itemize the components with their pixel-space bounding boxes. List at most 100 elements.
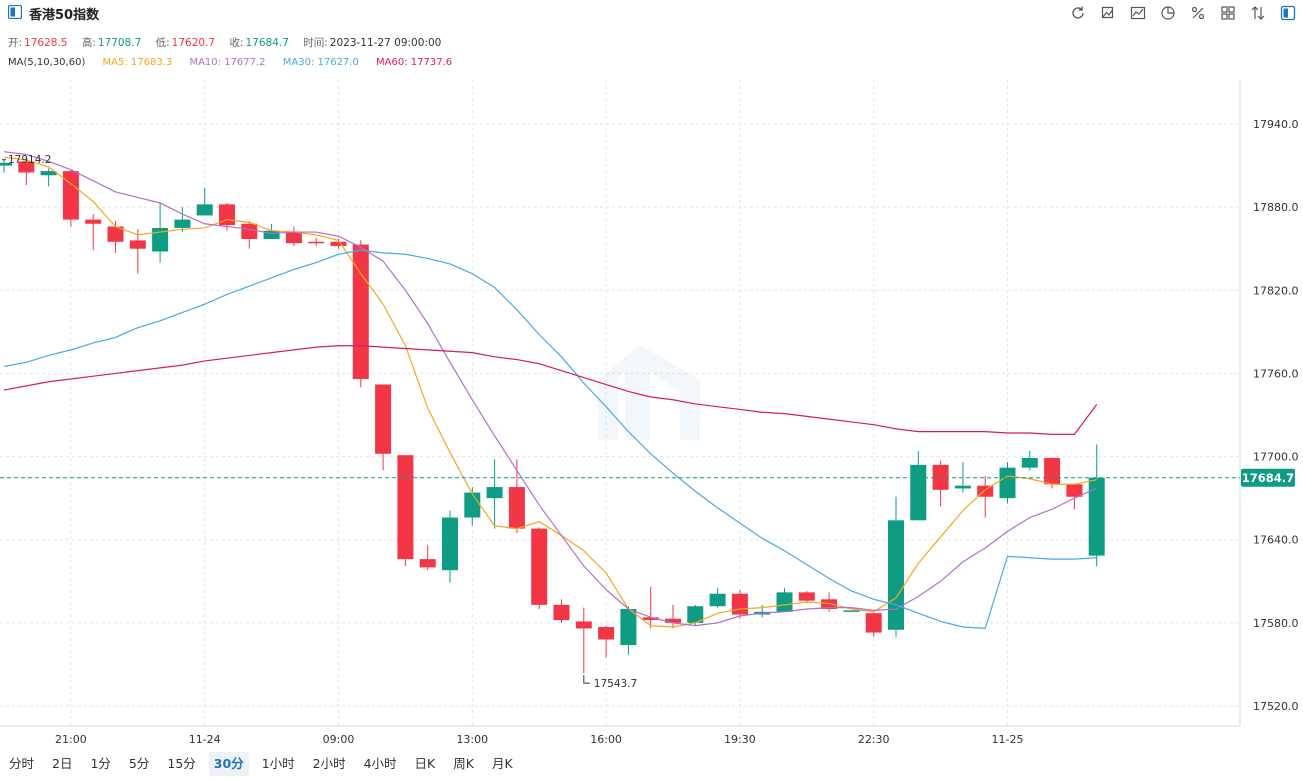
low-annotation: 17543.7 bbox=[594, 678, 637, 690]
y-tick-label-2: 17640.0 bbox=[1253, 534, 1299, 547]
candle-body-33 bbox=[731, 593, 748, 615]
ma10-legend: MA10: 17677.2 bbox=[189, 57, 266, 68]
y-tick-label-0: 17520.0 bbox=[1253, 700, 1299, 713]
candle-body-48 bbox=[1066, 484, 1083, 497]
candle-body-28 bbox=[620, 609, 637, 646]
candle-body-30 bbox=[665, 618, 681, 623]
candle-body-36 bbox=[798, 592, 815, 601]
x-tick-label-3: 13:00 bbox=[456, 733, 488, 746]
ma5-legend: MA5: 17683.3 bbox=[102, 57, 173, 68]
candle-body-17 bbox=[375, 384, 392, 454]
candle-body-20 bbox=[442, 517, 458, 571]
period-bar: 分时 2日 1分 5分 15分 30分 1小时 2小时 4小时 日K 周K 月K bbox=[0, 752, 522, 780]
candle-body-43 bbox=[954, 485, 971, 489]
close-label: 收: bbox=[229, 37, 244, 49]
axes-layer: 17520.0 17580.0 17640.0 17700.0 17760.0 17820… bbox=[0, 80, 1299, 746]
pie-icon[interactable] bbox=[1153, 3, 1183, 23]
candle-body-35 bbox=[776, 592, 793, 612]
candle-body-40 bbox=[888, 520, 904, 630]
candle-body-11 bbox=[241, 223, 258, 240]
high-annotation: 17914.2 bbox=[8, 154, 51, 166]
period-tab-11[interactable]: 月K bbox=[491, 756, 513, 771]
candle-body-9 bbox=[196, 204, 213, 216]
ma-line-ma10 bbox=[3, 151, 1097, 627]
x-tick-label-2: 09:00 bbox=[323, 733, 355, 746]
ma-lines-layer bbox=[3, 151, 1098, 630]
candle-body-2 bbox=[40, 171, 57, 176]
candle-body-32 bbox=[709, 593, 726, 607]
candle-body-8 bbox=[174, 219, 191, 228]
candle-body-21 bbox=[464, 492, 481, 518]
period-tab-7[interactable]: 2小时 bbox=[312, 756, 346, 771]
y-tick-label-3: 17700.0 bbox=[1253, 451, 1299, 464]
ma-line-ma60 bbox=[3, 345, 1098, 435]
refresh-icon[interactable] bbox=[1063, 3, 1093, 23]
candle-body-47 bbox=[1044, 457, 1061, 485]
candle-body-46 bbox=[1021, 457, 1038, 468]
candle-body-0 bbox=[0, 162, 12, 166]
period-tab-0[interactable]: 分时 bbox=[9, 756, 35, 771]
draw-icon[interactable] bbox=[1093, 3, 1123, 23]
candle-body-25 bbox=[553, 604, 570, 621]
candle-body-41 bbox=[910, 464, 927, 521]
period-tab-6[interactable]: 1小时 bbox=[261, 756, 295, 771]
y-tick-label-5: 17820.0 bbox=[1253, 284, 1299, 297]
time-label: 时间: bbox=[303, 37, 328, 49]
period-tab-2[interactable]: 1分 bbox=[90, 756, 111, 771]
grid-lines bbox=[0, 80, 1240, 726]
period-tab-3[interactable]: 5分 bbox=[128, 756, 150, 771]
x-tick-label-1: 11-24 bbox=[189, 733, 221, 746]
candle-body-3 bbox=[62, 171, 79, 220]
y-tick-label-6: 17880.0 bbox=[1253, 201, 1299, 214]
candlestick-chart[interactable]: 17520.0 17580.0 17640.0 17700.0 17760.0 17820… bbox=[0, 70, 1303, 752]
candle-body-39 bbox=[865, 613, 882, 633]
percent-icon[interactable] bbox=[1183, 3, 1213, 23]
last-price-label: 17684.7 bbox=[1242, 471, 1294, 485]
toolbar bbox=[1063, 3, 1303, 23]
candle-body-18 bbox=[397, 455, 414, 560]
candle-body-31 bbox=[687, 606, 704, 623]
watermark-logo bbox=[598, 345, 700, 440]
candle-body-24 bbox=[531, 528, 548, 605]
close-value: 17684.7 bbox=[245, 37, 289, 49]
candle-body-27 bbox=[598, 627, 615, 640]
candle-body-12 bbox=[263, 230, 280, 240]
low-annotation-line bbox=[583, 675, 590, 684]
candle-body-13 bbox=[285, 232, 302, 244]
candle-body-5 bbox=[107, 226, 124, 242]
top-bar: 香港50指数 bbox=[0, 0, 1303, 26]
grid-icon[interactable] bbox=[1213, 3, 1243, 23]
candle-body-49 bbox=[1088, 477, 1105, 556]
logo-icon bbox=[8, 5, 22, 19]
x-tick-label-7: 11-25 bbox=[992, 733, 1024, 746]
candle-body-19 bbox=[419, 559, 436, 568]
candle-body-15 bbox=[330, 241, 347, 246]
period-tab-5[interactable]: 30分 bbox=[208, 752, 249, 776]
page-title: 香港50指数 bbox=[29, 8, 100, 23]
chart-style-icon[interactable] bbox=[1123, 3, 1153, 23]
x-tick-label-0: 21:00 bbox=[55, 733, 87, 746]
candle-body-37 bbox=[821, 599, 838, 609]
x-tick-label-4: 16:00 bbox=[590, 733, 622, 746]
open-label: 开: bbox=[8, 37, 23, 49]
period-tab-9[interactable]: 日K bbox=[414, 756, 436, 771]
candle-body-44 bbox=[977, 485, 994, 497]
last-price-tag bbox=[1241, 468, 1295, 487]
panel-icon[interactable] bbox=[1273, 3, 1303, 23]
candle-body-45 bbox=[999, 467, 1016, 499]
low-label: 低: bbox=[155, 37, 170, 49]
candle-body-7 bbox=[152, 227, 169, 252]
ohlc-readout: 开: 17628.5 高: 17708.7 低: 17620.7 收: 17684.7 … bbox=[8, 35, 443, 50]
y-tick-label-4: 17760.0 bbox=[1253, 367, 1299, 380]
period-tab-10[interactable]: 周K bbox=[453, 756, 474, 771]
period-tab-8[interactable]: 4小时 bbox=[363, 756, 397, 771]
candle-body-22 bbox=[486, 487, 503, 499]
period-tab-4[interactable]: 15分 bbox=[167, 756, 196, 771]
period-tab-1[interactable]: 2日 bbox=[52, 756, 73, 771]
ma-legend: MA(5,10,30,60) MA5: 17683.3 MA10: 17677.… bbox=[8, 57, 466, 68]
ma-legend-label: MA(5,10,30,60) bbox=[8, 57, 86, 68]
ma60-legend: MA60: 17737.6 bbox=[376, 57, 453, 68]
candle-body-26 bbox=[575, 621, 592, 629]
open-value: 17628.5 bbox=[24, 37, 68, 49]
compare-icon[interactable] bbox=[1243, 3, 1273, 23]
